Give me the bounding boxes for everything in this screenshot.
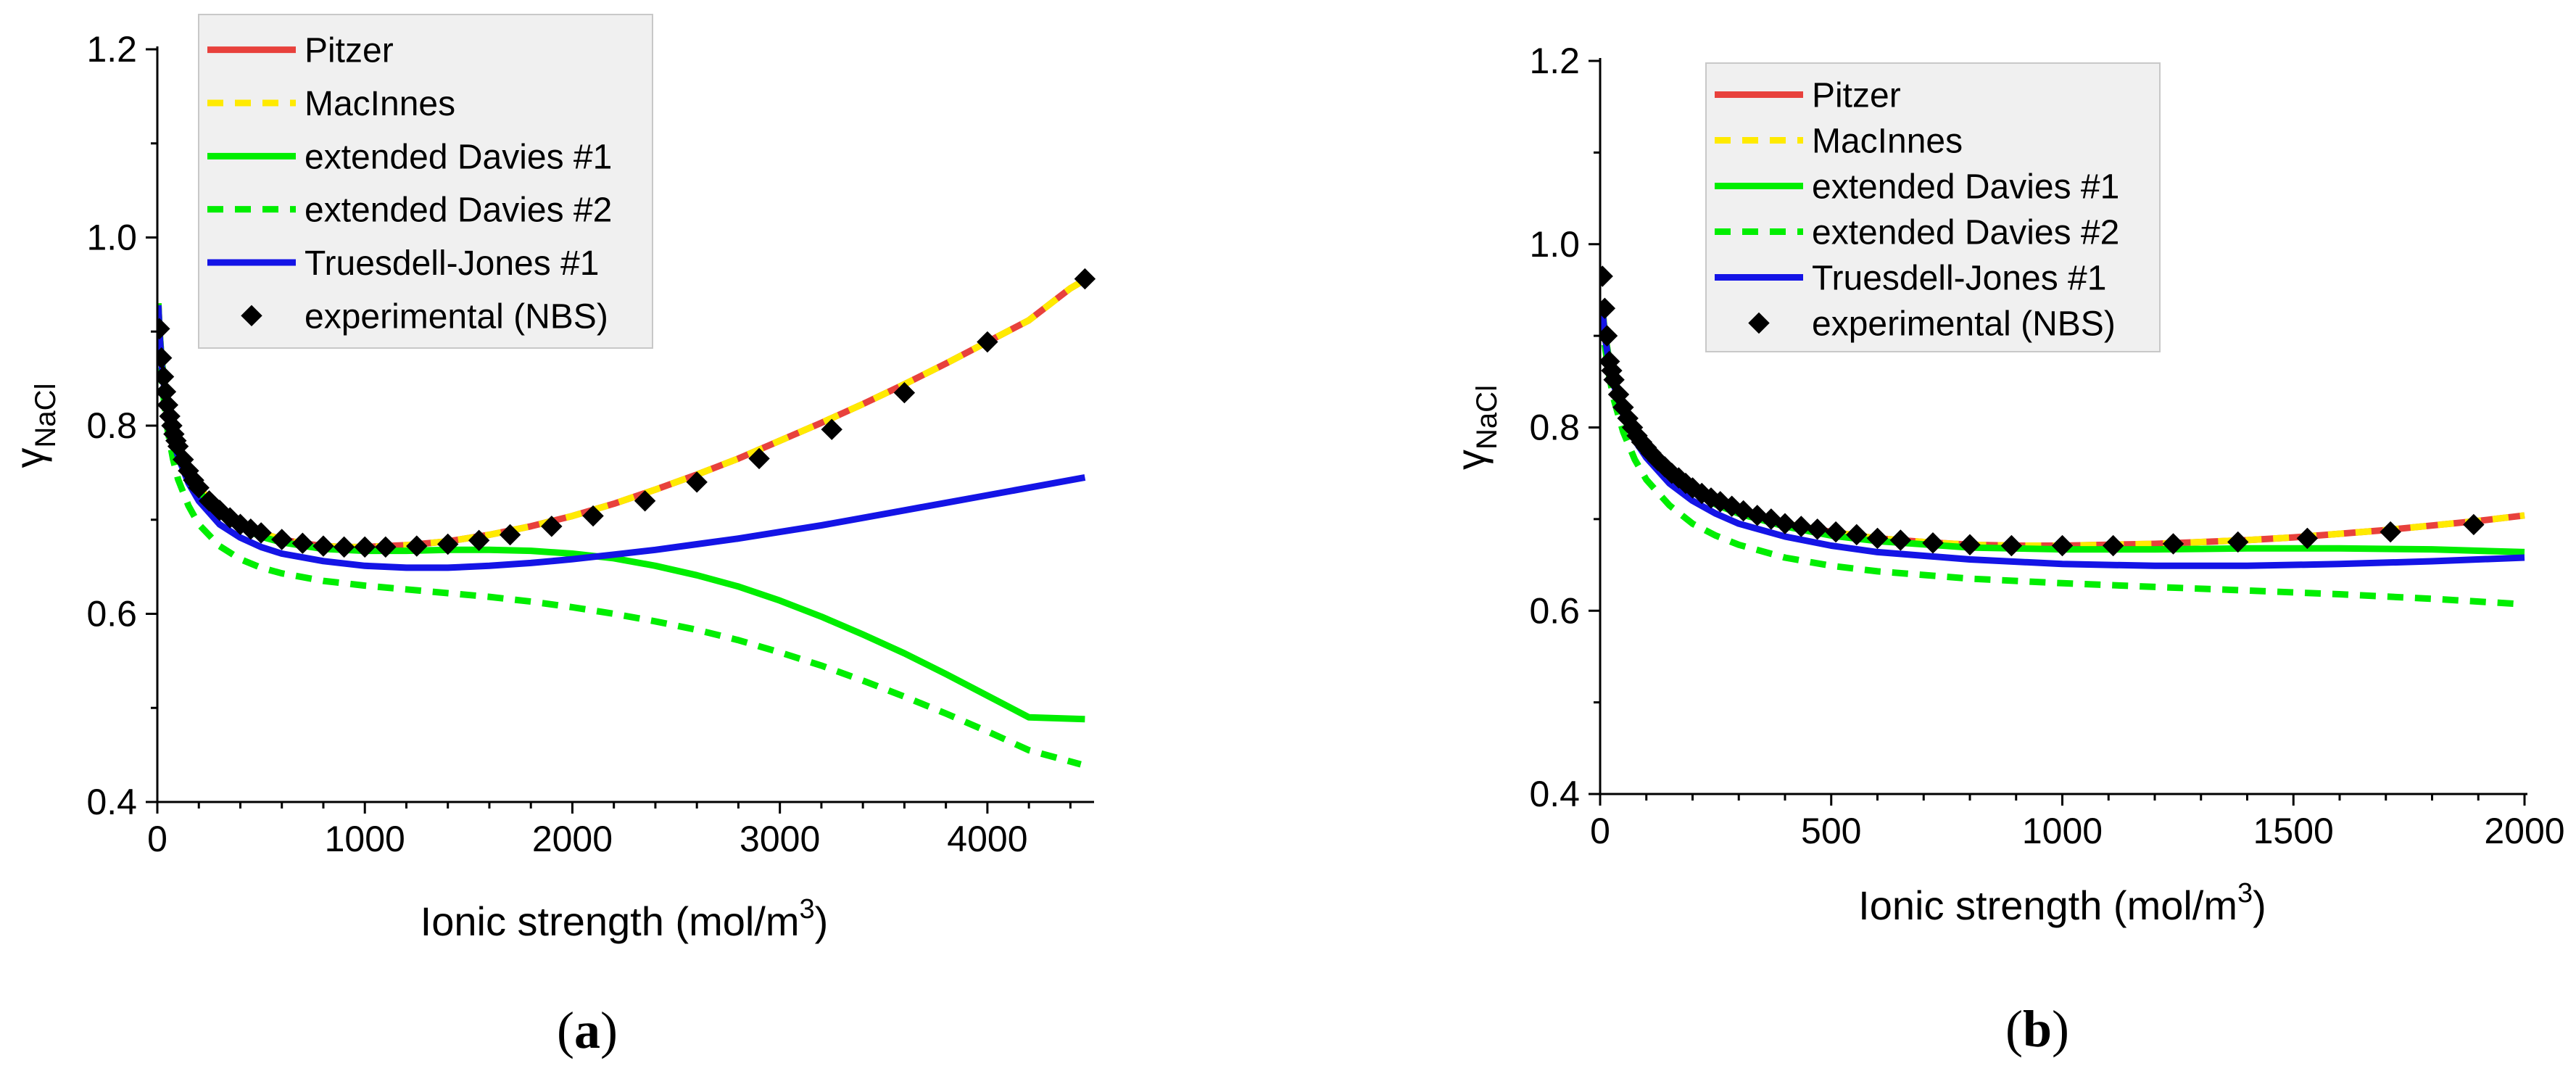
data-point-29	[1806, 518, 1829, 540]
legend-box	[1705, 62, 2161, 352]
data-point-27	[437, 533, 459, 555]
legend-label: Pitzer	[1812, 77, 1901, 115]
data-point-34	[1922, 532, 1944, 554]
legend-label: Truesdell-Jones #1	[305, 244, 599, 283]
x-tick-label: 3000	[740, 819, 820, 859]
data-point-23	[333, 536, 355, 558]
data-point-19	[250, 522, 272, 544]
data-point-30	[541, 516, 563, 537]
data-point-38	[1074, 268, 1096, 290]
legend-label: MacInnes	[1812, 123, 1963, 161]
x-tick-label: 2000	[532, 819, 613, 859]
x-tick-label: 1500	[2253, 811, 2334, 851]
legend-label: extended Davies #2	[1812, 214, 2119, 252]
y-tick-label: 0.4	[86, 782, 137, 822]
data-point-41	[2296, 527, 2319, 550]
legend-box	[198, 14, 653, 349]
y-tick-label: 0.4	[1529, 774, 1580, 814]
y-tick-label: 0.6	[1529, 590, 1580, 631]
data-point-30	[1825, 521, 1847, 543]
data-point-20	[271, 529, 293, 550]
legend-label: experimental (NBS)	[305, 297, 608, 336]
y-tick-label: 0.8	[1529, 408, 1580, 448]
legend: Pitzer MacInnes extended Davies #1 extended…	[1705, 62, 2161, 352]
legend-label: Pitzer	[305, 32, 394, 70]
data-point-37	[977, 331, 998, 353]
panel-label: (b)	[2005, 1000, 2069, 1058]
x-tick-label: 0	[1590, 811, 1610, 851]
y-axis-label: γNaCl	[1448, 385, 1503, 470]
x-tick-label: 1000	[325, 819, 405, 859]
data-point-1	[157, 347, 173, 369]
data-point-35	[821, 418, 842, 440]
x-tick-label: 0	[147, 819, 167, 859]
data-point-24	[354, 536, 376, 558]
data-point-43	[2463, 513, 2485, 536]
y-tick-label: 1.0	[1529, 224, 1580, 265]
legend-marker	[1748, 312, 1770, 334]
data-point-29	[499, 524, 521, 546]
data-point-31	[582, 505, 604, 527]
legend-label: extended Davies #1	[1812, 168, 2119, 207]
x-tick-label: 1000	[2022, 811, 2103, 851]
data-point-13	[188, 476, 210, 499]
legend-label: Truesdell-Jones #1	[1812, 260, 2106, 298]
data-point-28	[468, 529, 490, 552]
data-point-0	[157, 318, 170, 340]
data-point-33	[1889, 529, 1912, 551]
data-point-28	[1790, 516, 1813, 537]
data-point-32	[1866, 527, 1889, 550]
legend-label: extended Davies #2	[305, 191, 612, 230]
y-tick-label: 1.2	[86, 29, 137, 70]
data-point-39	[2162, 533, 2184, 555]
data-point-32	[634, 490, 656, 512]
y-tick-label: 0.6	[86, 594, 137, 634]
y-tick-label: 1.2	[1529, 41, 1580, 81]
x-tick-label: 4000	[947, 819, 1027, 859]
data-point-26	[406, 535, 428, 557]
plot-area	[1600, 265, 2525, 608]
legend-label: experimental (NBS)	[1812, 305, 2116, 344]
data-point-1	[1600, 297, 1616, 319]
legend-label: MacInnes	[305, 85, 455, 123]
x-axis-label: Ionic strength (mol/m3)	[1858, 878, 2266, 928]
data-point-35	[1959, 534, 1981, 555]
data-point-27	[1774, 513, 1796, 534]
data-point-34	[748, 447, 770, 470]
data-point-22	[312, 535, 334, 557]
legend-label: extended Davies #1	[305, 138, 612, 176]
data-point-36	[893, 381, 916, 404]
data-point-40	[2227, 531, 2249, 553]
data-point-31	[1846, 524, 1868, 546]
chart-panel-b: 0 500 1000 1500 2000 0.4 0.6 0.8 1.0 1.2 Ionic str…	[1448, 41, 2565, 1058]
x-tick-label: 500	[1801, 811, 1861, 851]
chart-panel-a: 0 1000 2000 3000 4000 0.4 0.6 0.8 1.0 1.2 Ionic st…	[7, 14, 1096, 1059]
data-point-36	[2000, 534, 2023, 557]
plot-area	[157, 268, 1096, 768]
data-point-0	[1600, 265, 1613, 287]
x-tick-label: 2000	[2484, 811, 2564, 851]
data-point-25	[375, 536, 397, 558]
data-point-33	[686, 471, 708, 493]
y-tick-label: 1.0	[86, 218, 137, 258]
data-point-37	[2051, 534, 2074, 557]
series-line-3	[157, 313, 1082, 768]
data-point-42	[2380, 521, 2401, 543]
data-point-21	[291, 532, 314, 554]
legend-marker	[241, 305, 262, 327]
panel-label: (a)	[557, 1001, 618, 1059]
y-axis-label: γNaCl	[7, 384, 62, 468]
x-axis-label: Ionic strength (mol/m3)	[421, 894, 829, 944]
y-tick-label: 0.8	[86, 405, 137, 446]
data-point-38	[2102, 534, 2124, 557]
legend: Pitzer MacInnes extended Davies #1 extended…	[198, 14, 653, 349]
